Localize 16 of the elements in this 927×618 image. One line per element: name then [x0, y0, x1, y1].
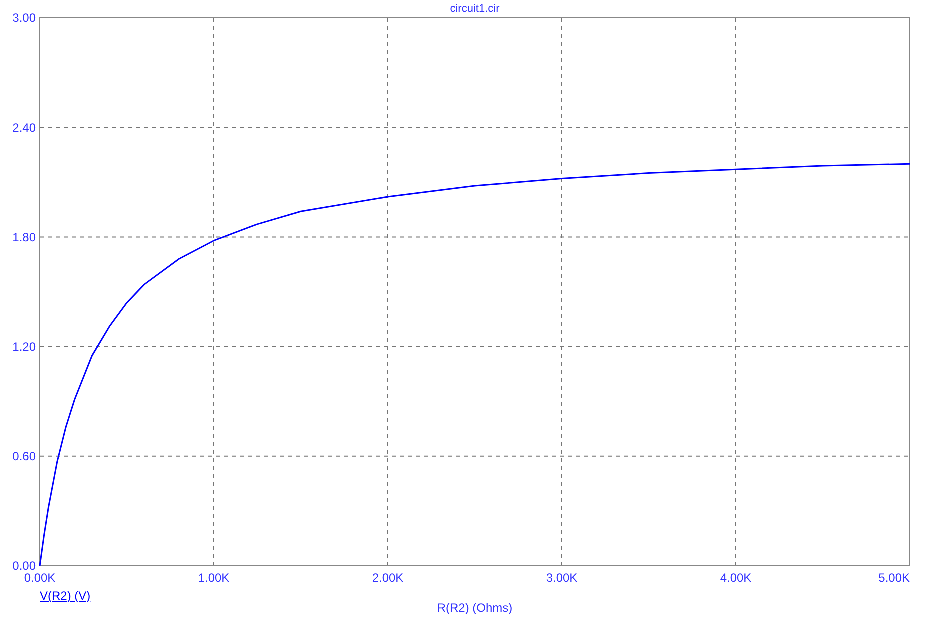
y-tick-label: 0.60 [12, 450, 36, 464]
x-tick-label: 1.00K [198, 571, 230, 585]
chart-title: circuit1.cir [450, 3, 500, 15]
y-tick-label: 3.00 [12, 11, 36, 26]
x-tick-label: 2.00K [372, 571, 404, 585]
y-tick-label: 1.80 [12, 230, 36, 244]
y-tick-label: 1.20 [12, 340, 36, 354]
x-tick-label: 3.00K [546, 571, 578, 585]
line-series [39, 163, 911, 567]
y-tick-label: 2.40 [12, 120, 36, 135]
series-label: V(R2) (V) [40, 589, 91, 603]
y-tick-label: 0.00 [12, 559, 36, 574]
x-tick-label: 0.00K [24, 571, 56, 585]
x-tick-label: 5.00K [878, 571, 910, 585]
x-tick-label: 4.00K [720, 571, 752, 585]
x-axis-title: R(R2) (Ohms) [437, 601, 513, 615]
